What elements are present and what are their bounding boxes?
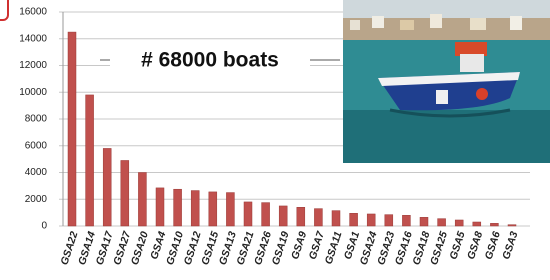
annotation: # 68000 boats	[141, 49, 279, 72]
y-tick-label: 4000	[25, 167, 48, 178]
bar	[209, 192, 217, 226]
y-tick-label: 10000	[19, 87, 47, 98]
bar	[262, 203, 270, 226]
chart: 0 2000 4000 6000 8000 10000 12000 14000 16000 GSA…	[0, 0, 550, 280]
bar	[385, 215, 393, 226]
bar	[332, 211, 340, 226]
bar	[174, 189, 182, 226]
photo	[343, 0, 550, 163]
bar	[420, 217, 428, 226]
bar	[86, 95, 94, 226]
bar	[68, 32, 76, 226]
bar	[490, 223, 498, 226]
bar	[297, 207, 305, 226]
y-tick-label: 14000	[19, 33, 47, 44]
y-tick-label: 8000	[25, 114, 48, 125]
bar	[226, 193, 234, 226]
bar	[156, 188, 164, 226]
bar	[138, 173, 146, 227]
bar	[455, 220, 463, 226]
bar	[508, 225, 516, 226]
bar	[103, 148, 111, 226]
y-tick-label: 2000	[25, 194, 48, 205]
bar	[473, 222, 481, 226]
x-tick-label: GSA3	[500, 230, 520, 261]
y-tick-label: 0	[41, 221, 47, 232]
y-tick-label: 16000	[19, 7, 47, 18]
corner-frame	[0, 0, 8, 20]
bar	[244, 202, 252, 226]
bar	[350, 213, 358, 226]
bar	[402, 215, 410, 226]
bar	[438, 219, 446, 226]
y-tick-label: 12000	[19, 60, 47, 71]
y-tick-label: 6000	[25, 140, 48, 151]
bar	[279, 206, 287, 226]
bar	[314, 209, 322, 226]
bar	[367, 214, 375, 226]
bar	[121, 160, 129, 226]
bar	[191, 191, 199, 226]
